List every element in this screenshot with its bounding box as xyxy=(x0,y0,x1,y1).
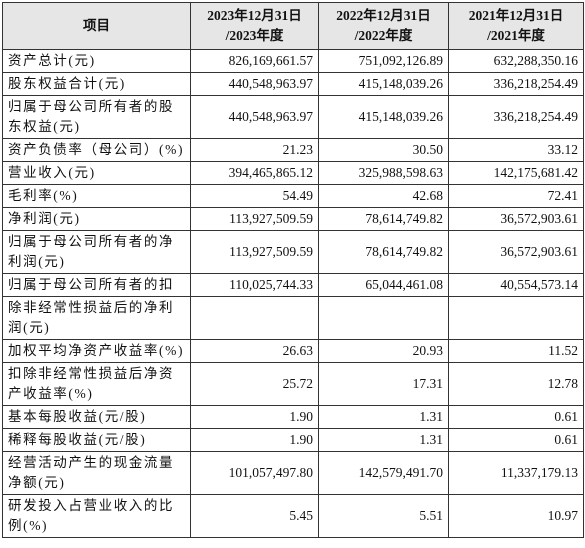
row-value: 0.61 xyxy=(448,405,584,429)
table-row: 除非经常性损益后的净利润(元) xyxy=(2,296,584,340)
table-row: 净利润(元) 113,927,509.59 78,614,749.82 36,572,… xyxy=(2,207,584,231)
row-value: 440,548,963.97 xyxy=(190,72,319,96)
row-label: 除非经常性损益后的净利润(元) xyxy=(2,296,191,340)
row-label: 归属于母公司所有者的股东权益(元) xyxy=(2,95,191,139)
row-value: 17.31 xyxy=(318,362,449,406)
row-value: 78,614,749.82 xyxy=(318,230,449,274)
table-row: 资产总计(元) 826,169,661.57 751,092,126.89 632,2… xyxy=(2,49,584,73)
table-row: 经营活动产生的现金流量净额(元) 101,057,497.80 142,579,49… xyxy=(2,451,584,495)
row-label: 股东权益合计(元) xyxy=(2,72,191,96)
row-label: 加权平均净资产收益率(%) xyxy=(2,339,191,363)
row-value: 1.31 xyxy=(318,428,449,452)
row-label: 营业收入(元) xyxy=(2,161,191,185)
row-value: 40,554,573.14 xyxy=(448,273,584,297)
row-value: 415,148,039.26 xyxy=(318,95,449,139)
row-value: 1.31 xyxy=(318,405,449,429)
row-value: 0.61 xyxy=(448,428,584,452)
empty-cell xyxy=(448,296,584,340)
row-label: 经营活动产生的现金流量净额(元) xyxy=(2,451,191,495)
table-row: 归属于母公司所有者的净利润(元) 113,927,509.59 78,614,749… xyxy=(2,230,584,274)
row-value: 415,148,039.26 xyxy=(318,72,449,96)
table-row: 加权平均净资产收益率(%) 26.63 20.93 11.52 xyxy=(2,339,584,363)
header-date: 2021年12月31日 xyxy=(468,8,564,23)
table-header: 项目 2023年12月31日/2023年度 2022年12月31日/2022年度 20… xyxy=(2,2,584,50)
table-row: 营业收入(元) 394,465,865.12 325,988,598.63 142,1… xyxy=(2,161,584,185)
row-label: 基本每股收益(元/股) xyxy=(2,405,191,429)
row-label: 归属于母公司所有者的扣 xyxy=(2,273,191,297)
row-value: 440,548,963.97 xyxy=(190,95,319,139)
table-row: 扣除非经常性损益后净资产收益率(%) 25.72 17.31 12.78 xyxy=(2,362,584,406)
row-value: 11,337,179.13 xyxy=(448,451,584,495)
table-row: 资产负债率（母公司）(%) 21.23 30.50 33.12 xyxy=(2,138,584,162)
row-value: 751,092,126.89 xyxy=(318,49,449,73)
row-value: 12.78 xyxy=(448,362,584,406)
financial-table: 项目 2023年12月31日/2023年度 2022年12月31日/2022年度 20… xyxy=(2,2,584,538)
row-value: 78,614,749.82 xyxy=(318,207,449,231)
row-value: 1.90 xyxy=(190,428,319,452)
row-value: 30.50 xyxy=(318,138,449,162)
empty-cell xyxy=(318,296,449,340)
row-value: 11.52 xyxy=(448,339,584,363)
header-period-text: /2022年度 xyxy=(354,28,413,43)
row-value: 72.41 xyxy=(448,184,584,208)
table-row: 研发投入占营业收入的比例(%) 5.45 5.51 10.97 xyxy=(2,494,584,538)
header-period: 2023年12月31日/2023年度 xyxy=(190,2,319,50)
row-value: 336,218,254.49 xyxy=(448,95,584,139)
table-row: 稀释每股收益(元/股) 1.90 1.31 0.61 xyxy=(2,428,584,452)
row-label: 稀释每股收益(元/股) xyxy=(2,428,191,452)
row-value: 21.23 xyxy=(190,138,319,162)
row-label: 扣除非经常性损益后净资产收益率(%) xyxy=(2,362,191,406)
row-label: 资产总计(元) xyxy=(2,49,191,73)
table-row: 股东权益合计(元) 440,548,963.97 415,148,039.26 336… xyxy=(2,72,584,96)
header-date: 2023年12月31日 xyxy=(207,8,302,23)
row-value: 101,057,497.80 xyxy=(190,451,319,495)
row-value: 142,579,491.70 xyxy=(318,451,449,495)
row-value: 110,025,744.33 xyxy=(190,273,319,297)
row-value: 142,175,681.42 xyxy=(448,161,584,185)
row-value: 5.51 xyxy=(318,494,449,538)
row-label: 净利润(元) xyxy=(2,207,191,231)
row-value: 394,465,865.12 xyxy=(190,161,319,185)
header-row: 项目 2023年12月31日/2023年度 2022年12月31日/2022年度 20… xyxy=(2,2,584,50)
row-label: 归属于母公司所有者的净利润(元) xyxy=(2,230,191,274)
row-value: 65,044,461.08 xyxy=(318,273,449,297)
row-value: 826,169,661.57 xyxy=(190,49,319,73)
row-value: 20.93 xyxy=(318,339,449,363)
row-label: 资产负债率（母公司）(%) xyxy=(2,138,191,162)
row-value: 325,988,598.63 xyxy=(318,161,449,185)
table-body: 资产总计(元) 826,169,661.57 751,092,126.89 632,2… xyxy=(2,49,584,538)
row-value: 632,288,350.16 xyxy=(448,49,584,73)
row-value: 36,572,903.61 xyxy=(448,230,584,274)
row-value: 54.49 xyxy=(190,184,319,208)
row-value: 5.45 xyxy=(190,494,319,538)
table-row: 归属于母公司所有者的股东权益(元) 440,548,963.97 415,148,0… xyxy=(2,95,584,139)
table-row: 归属于母公司所有者的扣 110,025,744.33 65,044,461.08 40… xyxy=(2,273,584,297)
header-period-text: /2023年度 xyxy=(225,28,284,43)
empty-cell xyxy=(190,296,319,340)
row-value: 25.72 xyxy=(190,362,319,406)
row-value: 1.90 xyxy=(190,405,319,429)
row-value: 36,572,903.61 xyxy=(448,207,584,231)
row-value: 113,927,509.59 xyxy=(190,207,319,231)
row-value: 336,218,254.49 xyxy=(448,72,584,96)
row-value: 33.12 xyxy=(448,138,584,162)
header-date: 2022年12月31日 xyxy=(336,8,431,23)
row-value: 42.68 xyxy=(318,184,449,208)
row-label: 毛利率(%) xyxy=(2,184,191,208)
header-item: 项目 xyxy=(2,2,191,50)
header-period: 2022年12月31日/2022年度 xyxy=(318,2,449,50)
header-period-text: /2021年度 xyxy=(487,28,545,43)
header-period: 2021年12月31日/2021年度 xyxy=(448,2,584,50)
row-label: 研发投入占营业收入的比例(%) xyxy=(2,494,191,538)
row-value: 26.63 xyxy=(190,339,319,363)
row-value: 10.97 xyxy=(448,494,584,538)
table-row: 基本每股收益(元/股) 1.90 1.31 0.61 xyxy=(2,405,584,429)
row-value: 113,927,509.59 xyxy=(190,230,319,274)
table-row: 毛利率(%) 54.49 42.68 72.41 xyxy=(2,184,584,208)
